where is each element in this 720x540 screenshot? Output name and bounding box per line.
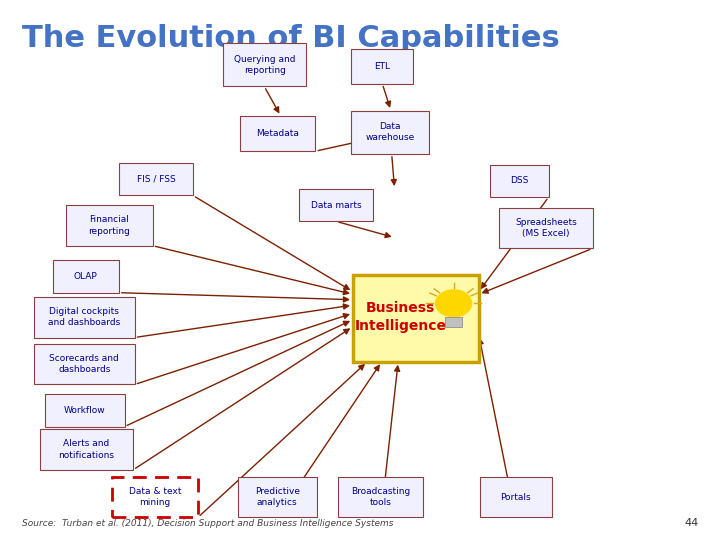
FancyBboxPatch shape [338,477,423,517]
Text: 44: 44 [684,518,698,528]
FancyBboxPatch shape [240,116,315,151]
Text: Data
warehouse: Data warehouse [366,122,415,143]
Circle shape [436,290,472,317]
Text: Spreadsheets
(MS Excel): Spreadsheets (MS Excel) [515,218,577,238]
FancyBboxPatch shape [53,260,119,293]
FancyBboxPatch shape [119,163,193,195]
Text: Data marts: Data marts [310,201,361,210]
FancyBboxPatch shape [351,49,413,84]
FancyBboxPatch shape [445,317,462,327]
FancyBboxPatch shape [299,189,373,221]
FancyBboxPatch shape [66,205,153,246]
Text: Alerts and
notifications: Alerts and notifications [58,440,114,460]
FancyBboxPatch shape [490,165,549,197]
Text: Data & text
mining: Data & text mining [129,487,181,507]
Text: Broadcasting
tools: Broadcasting tools [351,487,410,507]
FancyBboxPatch shape [351,111,429,154]
Text: Querying and
reporting: Querying and reporting [234,55,295,75]
FancyBboxPatch shape [480,477,552,517]
Text: DSS: DSS [510,177,528,185]
FancyBboxPatch shape [40,429,133,470]
FancyBboxPatch shape [34,297,135,338]
Text: Predictive
analytics: Predictive analytics [255,487,300,507]
Text: ETL: ETL [374,62,390,71]
Text: Digital cockpits
and dashboards: Digital cockpits and dashboards [48,307,120,327]
Text: The Evolution of BI Capabilities: The Evolution of BI Capabilities [22,24,559,53]
Text: Financial
reporting: Financial reporting [89,215,130,235]
FancyBboxPatch shape [499,208,593,248]
Text: Workflow: Workflow [64,406,106,415]
FancyBboxPatch shape [238,477,317,517]
Text: Scorecards and
dashboards: Scorecards and dashboards [50,354,119,374]
Text: Metadata: Metadata [256,129,299,138]
Text: Source:  Turban et al. (2011), Decision Support and Business Intelligence System: Source: Turban et al. (2011), Decision S… [22,519,393,528]
FancyBboxPatch shape [34,344,135,384]
FancyBboxPatch shape [112,477,198,517]
Text: Business
Intelligence: Business Intelligence [355,301,446,333]
Text: FIS / FSS: FIS / FSS [137,175,175,184]
FancyBboxPatch shape [353,275,479,362]
FancyBboxPatch shape [45,394,125,427]
Text: Portals: Portals [500,492,531,502]
FancyBboxPatch shape [223,43,306,86]
Text: OLAP: OLAP [74,272,97,281]
